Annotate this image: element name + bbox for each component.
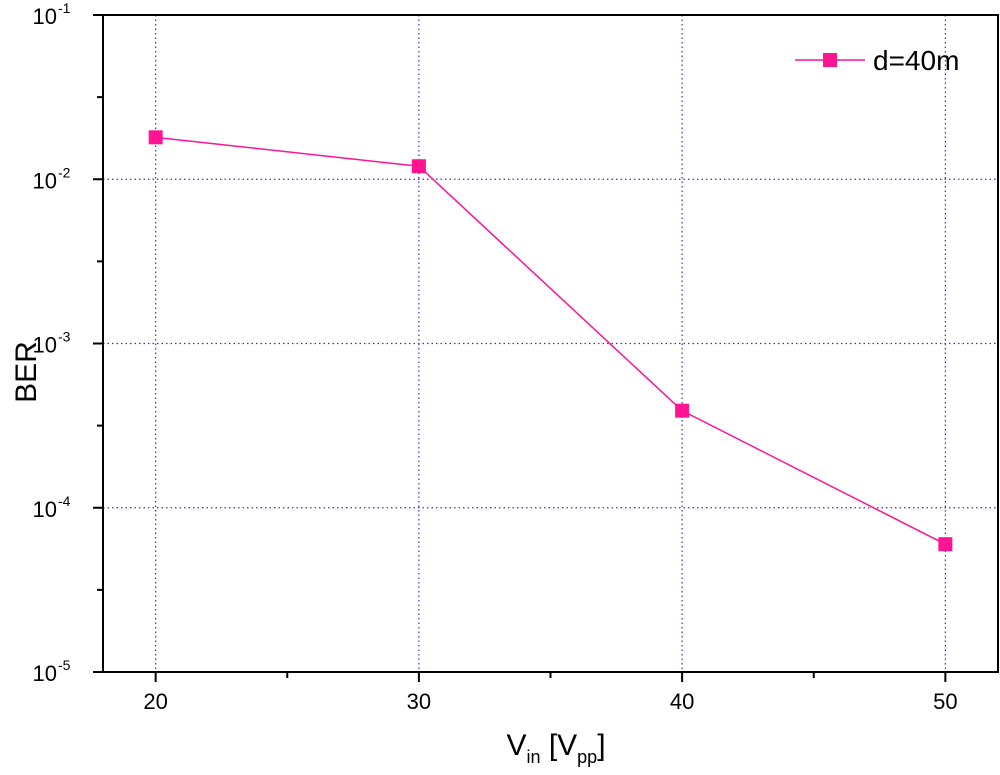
x-axis-title-sub: in bbox=[526, 747, 540, 767]
data-point-0-3 bbox=[938, 537, 953, 552]
legend-label: d=40m bbox=[873, 45, 959, 76]
legend: d=40m bbox=[795, 45, 959, 76]
x-tick-label-0: 20 bbox=[143, 689, 167, 714]
x-axis-title-bracket-open: [V bbox=[540, 729, 577, 762]
y-tick-label-1: 10 bbox=[33, 497, 57, 522]
y-tick-label-exp-4: -1 bbox=[58, 0, 71, 16]
y-tick-label-3: 10 bbox=[33, 168, 57, 193]
x-axis-title-bracket-close: ] bbox=[597, 729, 605, 762]
x-axis-title: Vin [Vpp] bbox=[506, 729, 605, 767]
y-axis-title: BER bbox=[10, 341, 43, 403]
x-tick-label-1: 30 bbox=[407, 689, 431, 714]
data-point-0-1 bbox=[411, 159, 426, 174]
data-point-0-2 bbox=[675, 403, 690, 418]
series-line-0 bbox=[155, 136, 946, 545]
y-tick-label-exp-3: -2 bbox=[58, 164, 71, 180]
y-tick-label-4: 10 bbox=[33, 4, 57, 29]
series-lines bbox=[148, 130, 953, 552]
y-tick-label-0: 10 bbox=[33, 661, 57, 686]
legend-marker bbox=[823, 53, 837, 67]
y-tick-label-2: 10 bbox=[33, 333, 57, 358]
y-tick-label-exp-2: -3 bbox=[58, 329, 71, 345]
x-tick-label-2: 40 bbox=[670, 689, 694, 714]
x-tick-label-3: 50 bbox=[933, 689, 957, 714]
grid-lines bbox=[103, 15, 998, 672]
y-tick-label-exp-1: -4 bbox=[58, 493, 71, 509]
axes bbox=[93, 14, 999, 682]
data-point-0-0 bbox=[148, 130, 163, 145]
x-axis-title-bracket-sub: pp bbox=[577, 747, 597, 767]
y-tick-label-exp-0: -5 bbox=[58, 657, 71, 673]
x-axis-title-main: V bbox=[506, 729, 526, 762]
